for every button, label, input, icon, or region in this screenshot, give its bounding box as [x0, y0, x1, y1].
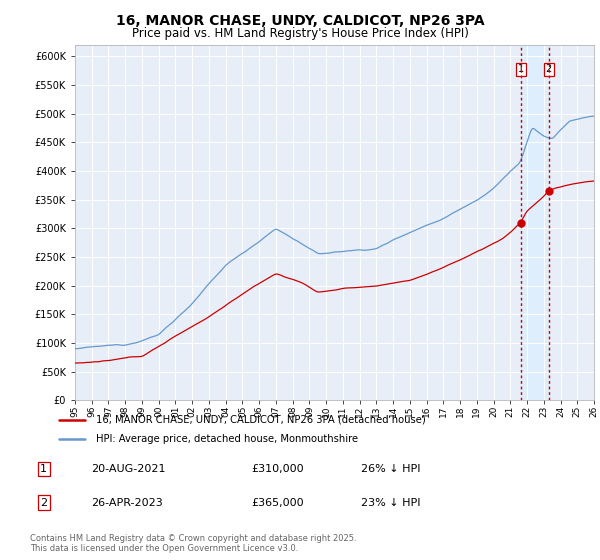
Text: £365,000: £365,000: [251, 498, 304, 507]
Text: 16, MANOR CHASE, UNDY, CALDICOT, NP26 3PA: 16, MANOR CHASE, UNDY, CALDICOT, NP26 3P…: [116, 14, 484, 28]
Text: 16, MANOR CHASE, UNDY, CALDICOT, NP26 3PA (detached house): 16, MANOR CHASE, UNDY, CALDICOT, NP26 3P…: [96, 415, 426, 424]
Text: 20-AUG-2021: 20-AUG-2021: [91, 464, 165, 474]
Bar: [521, 45, 548, 400]
Text: £310,000: £310,000: [251, 464, 304, 474]
Text: 1: 1: [518, 64, 524, 74]
Text: HPI: Average price, detached house, Monmouthshire: HPI: Average price, detached house, Monm…: [96, 433, 358, 444]
Text: 1: 1: [40, 464, 47, 474]
Text: Price paid vs. HM Land Registry's House Price Index (HPI): Price paid vs. HM Land Registry's House …: [131, 27, 469, 40]
Text: Contains HM Land Registry data © Crown copyright and database right 2025.
This d: Contains HM Land Registry data © Crown c…: [30, 534, 356, 553]
Text: 2: 2: [40, 498, 47, 507]
Text: 2: 2: [545, 64, 552, 74]
Text: 26-APR-2023: 26-APR-2023: [91, 498, 163, 507]
Text: 26% ↓ HPI: 26% ↓ HPI: [361, 464, 421, 474]
Text: 23% ↓ HPI: 23% ↓ HPI: [361, 498, 421, 507]
